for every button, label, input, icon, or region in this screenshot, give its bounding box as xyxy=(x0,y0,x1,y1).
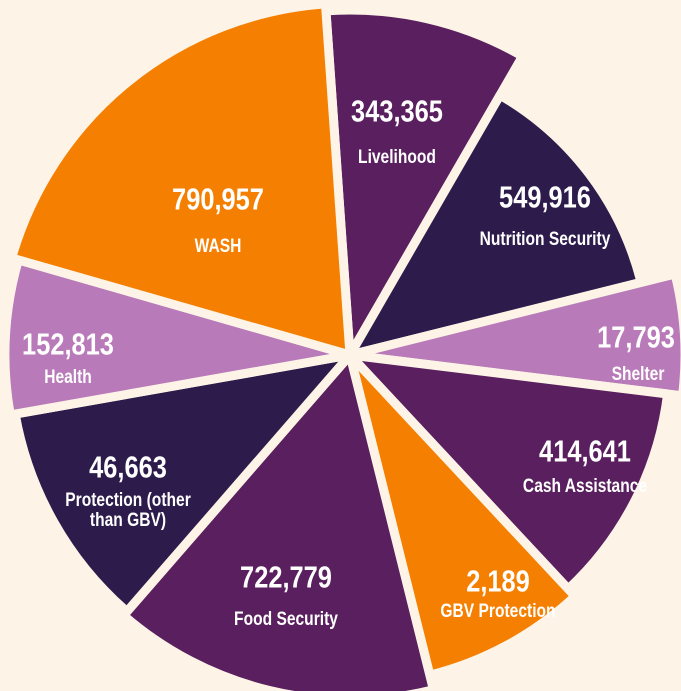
wedge xyxy=(345,350,673,594)
wedge xyxy=(345,90,646,360)
wedge xyxy=(7,0,355,360)
segment-label: Protection (other than GBV) xyxy=(65,490,191,531)
wedge xyxy=(0,255,355,420)
segment-value: 17,793 xyxy=(597,319,675,355)
wedge xyxy=(119,350,438,691)
segment-label: Food Security xyxy=(234,609,338,631)
segment-value: 46,663 xyxy=(89,449,167,485)
segment-value: 152,813 xyxy=(22,326,114,362)
segment-value: 2,189 xyxy=(466,563,530,599)
segment-value: 343,365 xyxy=(351,93,443,129)
segment-label: Shelter xyxy=(611,364,665,386)
wedge xyxy=(10,350,355,617)
segment-label: Cash Assistance xyxy=(522,476,648,498)
segment-label: Health xyxy=(44,367,92,389)
segment-label: Nutrition Security xyxy=(479,229,611,251)
segment-value: 414,641 xyxy=(539,433,631,469)
wedge xyxy=(345,269,681,401)
segment-value: 790,957 xyxy=(172,181,264,217)
wedge xyxy=(345,350,580,680)
segment-label: WASH xyxy=(194,236,242,258)
segment-value: 722,779 xyxy=(240,559,332,595)
segment-label: GBV Protection xyxy=(440,601,556,623)
segment-value: 549,916 xyxy=(499,179,591,215)
segment-label: Livelihood xyxy=(358,147,436,169)
wedge xyxy=(321,5,527,360)
